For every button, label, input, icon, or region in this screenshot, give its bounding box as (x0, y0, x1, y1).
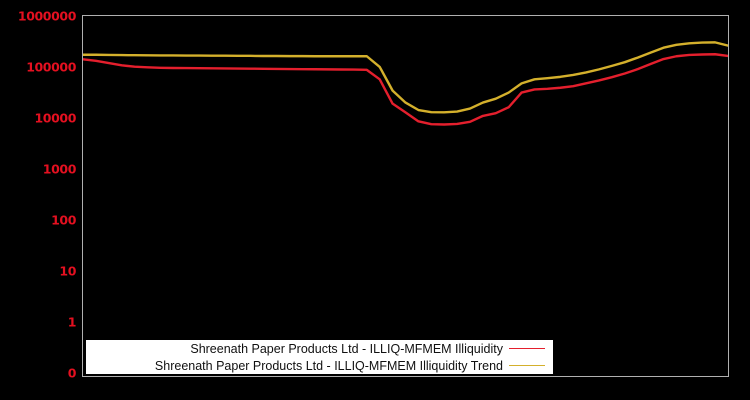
y-tick-label: 1000 (42, 161, 77, 177)
legend-color-swatch (509, 365, 545, 366)
y-axis-tick-labels: 1000000 100000 10000 1000 100 10 1 0 (0, 0, 77, 400)
y-tick-label: 10 (59, 263, 76, 279)
y-tick-label: 100 (51, 212, 76, 228)
illiquidity-trend-line (83, 41, 728, 114)
legend-item-illiquidity-trend-series[interactable]: Shreenath Paper Products Ltd - ILLIQ-MFM… (86, 357, 553, 374)
plot-lines (83, 41, 728, 126)
y-tick-label: 1000000 (17, 8, 76, 24)
y-tick-label: 100000 (26, 59, 76, 75)
illiquidity-line (83, 53, 728, 126)
legend-label: Shreenath Paper Products Ltd - ILLIQ-MFM… (190, 341, 503, 356)
y-tick-label: 10000 (34, 110, 77, 126)
legend-item-illiquidity-series[interactable]: Shreenath Paper Products Ltd - ILLIQ-MFM… (86, 340, 553, 357)
legend-label: Shreenath Paper Products Ltd - ILLIQ-MFM… (154, 358, 503, 373)
plot-area (82, 15, 729, 377)
chart-legend: Shreenath Paper Products Ltd - ILLIQ-MFM… (86, 340, 553, 374)
y-tick-label: 1 (67, 314, 77, 330)
y-tick-label: 0 (67, 365, 77, 381)
legend-color-swatch (509, 348, 545, 349)
